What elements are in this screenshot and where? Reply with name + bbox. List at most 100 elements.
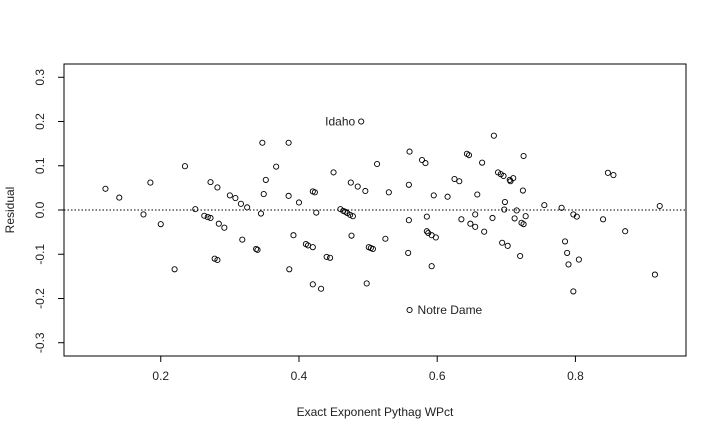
y-tick-label: -0.1 (33, 244, 47, 265)
data-point (405, 181, 412, 188)
data-point (157, 221, 164, 228)
data-point (418, 156, 426, 164)
point-annotations: Idaho Notre Dame (325, 115, 482, 317)
data-point (501, 198, 508, 206)
data-points (102, 118, 663, 314)
data-point (513, 207, 520, 214)
y-tick-label: 0.1 (33, 157, 47, 174)
data-point (254, 246, 261, 253)
data-point (558, 204, 565, 211)
data-point (259, 139, 266, 146)
data-point (215, 220, 222, 227)
data-point (458, 216, 465, 223)
data-point (260, 191, 267, 198)
y-tick-label: 0.2 (33, 113, 47, 130)
data-point (237, 200, 244, 207)
data-point (541, 202, 548, 209)
data-point (474, 191, 481, 198)
data-point (221, 224, 228, 231)
data-point (423, 213, 430, 220)
data-point (102, 185, 109, 192)
data-point (423, 228, 430, 235)
data-point (311, 189, 318, 196)
data-point (214, 184, 221, 191)
data-point (309, 281, 316, 288)
y-tick-label: -0.3 (33, 332, 47, 353)
data-point (318, 285, 325, 292)
data-point (562, 238, 569, 245)
data-point (456, 178, 463, 185)
data-point (472, 223, 479, 230)
data-point (285, 139, 292, 146)
y-tick-label: 0.0 (33, 201, 47, 218)
y-tick-label: 0.3 (33, 69, 47, 86)
data-point (309, 244, 316, 251)
data-point (192, 206, 199, 213)
data-point (358, 118, 365, 125)
data-point (651, 271, 658, 278)
data-point (575, 256, 582, 263)
data-point (385, 189, 392, 196)
data-point (295, 199, 303, 206)
data-point (519, 187, 526, 194)
data-point (253, 245, 260, 252)
data-point (428, 263, 435, 270)
data-point (147, 179, 154, 186)
data-point (499, 239, 506, 246)
data-point (517, 252, 524, 260)
data-point (489, 214, 496, 222)
data-point (451, 175, 458, 183)
data-point (479, 159, 486, 166)
data-point (244, 204, 251, 211)
data-point (349, 213, 356, 220)
data-point (257, 210, 265, 217)
data-point (226, 192, 233, 199)
data-point (430, 192, 437, 199)
data-point (262, 176, 269, 183)
data-point (207, 214, 214, 222)
data-point (570, 288, 577, 295)
data-point (207, 179, 214, 186)
data-point (382, 235, 389, 242)
data-point (467, 220, 474, 227)
data-point (504, 242, 511, 249)
data-point (481, 228, 488, 235)
data-point (405, 217, 412, 224)
data-point (354, 183, 361, 190)
y-tick-label: -0.2 (33, 288, 47, 309)
data-point (604, 169, 611, 176)
data-point (181, 163, 188, 170)
data-point (273, 163, 280, 170)
data-point (290, 232, 297, 239)
data-point (327, 254, 334, 261)
data-point (501, 206, 508, 213)
data-point (285, 192, 292, 199)
data-point (406, 306, 413, 314)
data-point (565, 261, 572, 268)
data-point (204, 214, 211, 221)
data-point (522, 213, 529, 220)
x-tick-label: 0.8 (567, 369, 584, 383)
data-point (374, 160, 381, 168)
data-point (140, 211, 147, 218)
data-point (490, 132, 497, 139)
data-point (564, 249, 571, 256)
data-point (347, 179, 354, 186)
data-point (323, 253, 330, 260)
data-point (422, 160, 429, 167)
y-axis: -0.3 -0.2 -0.1 0.0 0.1 0.2 0.3 (33, 69, 64, 353)
data-point (313, 209, 320, 216)
y-axis-label: Residual (3, 187, 17, 234)
data-point (330, 169, 337, 176)
x-tick-label: 0.6 (429, 369, 446, 383)
data-point (362, 187, 369, 195)
data-point (656, 202, 663, 210)
data-point (444, 193, 451, 200)
x-tick-label: 0.4 (291, 369, 308, 383)
data-point (465, 152, 473, 159)
data-point (610, 171, 617, 179)
data-point (432, 234, 439, 241)
data-point (510, 175, 517, 182)
data-point (500, 172, 507, 179)
x-axis-label: Exact Exponent Pythag WPct (297, 405, 454, 419)
